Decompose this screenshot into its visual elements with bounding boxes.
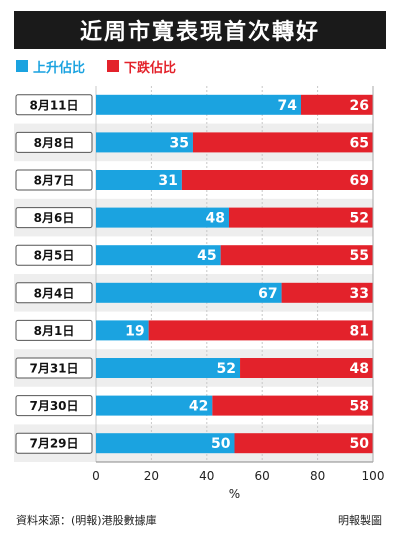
bar-up [96, 245, 221, 266]
data-label-up: 50 [211, 436, 231, 452]
category-label: 8月5日 [34, 249, 75, 263]
source-note: 資料來源：(明報)港股數據庫 [16, 514, 157, 527]
x-tick-label: 0 [92, 469, 100, 483]
legend-swatch-up [16, 60, 28, 72]
data-label-up: 48 [205, 211, 224, 227]
x-tick-label: 100 [362, 469, 385, 483]
data-label-down: 65 [350, 135, 369, 151]
bar-down [220, 245, 373, 266]
category-label: 7月29日 [29, 437, 78, 451]
category-label-box [15, 357, 93, 379]
category-label-box [15, 207, 93, 229]
bar-down [300, 94, 373, 115]
category-label: 8月4日 [34, 286, 75, 300]
category-label: 8月6日 [34, 211, 75, 225]
bar-down [228, 207, 373, 228]
data-label-up: 19 [125, 323, 144, 339]
data-label-down: 55 [350, 248, 369, 264]
data-label-up: 52 [217, 361, 236, 377]
data-label-down: 26 [350, 98, 369, 114]
x-axis-label: % [229, 487, 240, 501]
legend-item-up: 上升佔比 [16, 57, 85, 76]
data-label-up: 67 [258, 286, 277, 302]
bar-down [234, 433, 373, 454]
category-label-box [15, 244, 93, 266]
category-label-box [15, 395, 93, 417]
data-label-down: 33 [350, 286, 369, 302]
category-label: 7月30日 [29, 399, 78, 413]
legend-label-up: 上升佔比 [33, 60, 86, 76]
bar-down [148, 320, 373, 341]
category-label: 8月1日 [34, 324, 75, 338]
category-label-box [15, 282, 93, 304]
legend-swatch-down [107, 60, 120, 72]
data-label-down: 48 [350, 361, 369, 377]
category-label: 7月31日 [29, 362, 78, 376]
bar-up [96, 170, 182, 190]
chart-title: 近周市寬表現首次轉好 [14, 11, 386, 49]
category-label-box [15, 169, 93, 191]
bar-down [281, 282, 373, 303]
bar-up [96, 433, 235, 454]
x-tick-label: 80 [310, 469, 325, 483]
bar-down [212, 395, 373, 416]
bar-up [96, 94, 301, 115]
legend-label-down: 下跌佔比 [124, 60, 177, 76]
data-label-up: 74 [277, 98, 297, 114]
bar-up [96, 282, 282, 303]
category-label: 8月11日 [29, 98, 78, 112]
data-label-up: 45 [197, 248, 216, 264]
bar-up [96, 320, 149, 341]
category-label-box [15, 94, 93, 116]
bar-up [96, 207, 229, 228]
data-label-down: 69 [350, 173, 369, 189]
bar-up [96, 395, 213, 416]
data-label-up: 42 [189, 399, 208, 415]
bar-down [192, 132, 373, 153]
bar-down [240, 358, 373, 378]
x-tick-label: 20 [144, 469, 159, 483]
category-label-box [15, 319, 93, 341]
legend: 上升佔比 下跌佔比 [16, 57, 198, 76]
data-label-down: 52 [350, 211, 369, 227]
data-label-down: 58 [350, 399, 369, 415]
category-label: 8月7日 [34, 174, 75, 188]
bar-up [96, 132, 193, 153]
x-tick-label: 60 [255, 469, 270, 483]
data-label-up: 35 [169, 135, 188, 151]
category-label: 8月8日 [34, 136, 75, 150]
credit-note: 明報製圖 [338, 514, 382, 527]
data-label-up: 31 [158, 173, 177, 189]
category-label-box [15, 432, 93, 454]
bar-up [96, 358, 241, 378]
x-tick-label: 40 [199, 469, 214, 483]
data-label-down: 50 [350, 436, 370, 452]
legend-item-down: 下跌佔比 [107, 57, 176, 76]
bar-down [181, 170, 373, 190]
data-label-down: 81 [350, 323, 369, 339]
category-label-box [15, 131, 93, 153]
